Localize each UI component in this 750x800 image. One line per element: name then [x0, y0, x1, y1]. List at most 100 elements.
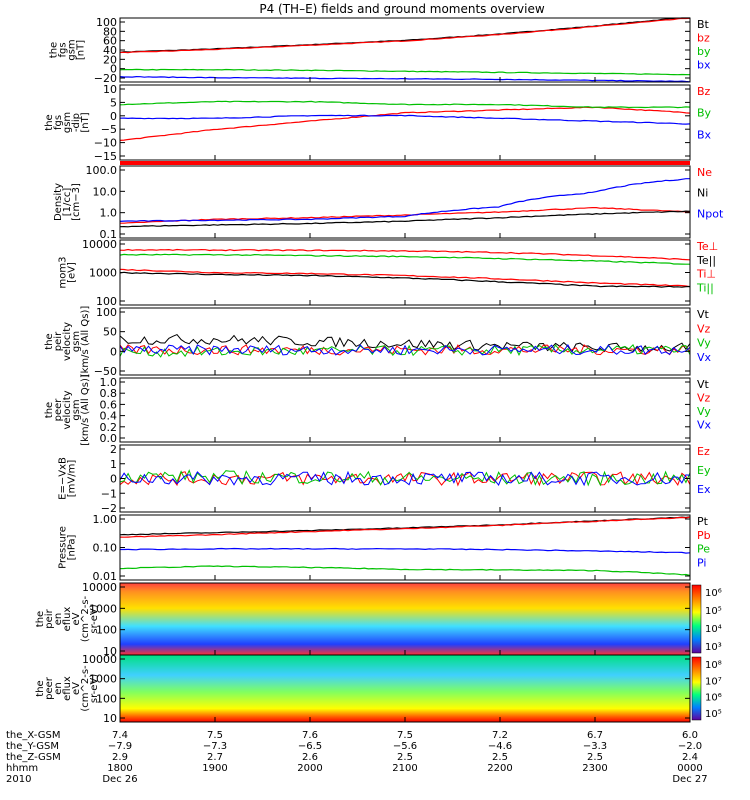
- y-tick-label: 0.4: [100, 410, 118, 423]
- x-tick-label: 2.6: [302, 752, 318, 763]
- series-Te||-line: [119, 271, 691, 288]
- legend-Vt: Vt: [697, 308, 710, 321]
- y-axis-label-line: [eV]: [67, 262, 78, 283]
- y-axis-label-line: [cm−3]: [71, 183, 82, 221]
- x-tick-label: 6.0: [682, 730, 698, 741]
- y-tick-label: 100: [96, 692, 117, 705]
- plot-area: [120, 378, 690, 442]
- plot-area: [120, 445, 690, 512]
- series-Pe-line: [119, 565, 691, 576]
- panel-7: 2 1 0−1 −2 E=−VxB[mV/m] Ez Ey Ex: [58, 443, 711, 515]
- y-tick-label: 0.1: [100, 228, 118, 241]
- legend-Pt: Pt: [697, 515, 709, 528]
- series-Bx-line: [119, 114, 691, 125]
- legend-Ti⊥: Ti⊥: [696, 268, 716, 281]
- y-axis-label-line: E=−VxB: [58, 457, 69, 500]
- legend-Te⊥: Te⊥: [696, 240, 718, 253]
- y-axis-label-line: [1/cc]: [62, 188, 73, 217]
- x-tick-label: 1900: [202, 763, 227, 774]
- y-axis-label-line: gsm: [71, 331, 82, 352]
- y-tick-label: 0: [110, 63, 117, 76]
- x-row-label: the_X-GSM: [6, 730, 60, 741]
- x-tick-label: 2.9: [112, 752, 128, 763]
- spectrogram: [120, 655, 690, 722]
- series-Te⊥-line: [119, 268, 691, 288]
- flag-bar: [120, 161, 690, 165]
- y-axis-label: thepeervelocitygsm[km/s (All Qs)]: [44, 374, 91, 446]
- panel-9: 10⁶10⁵10⁴10³10000100010010thepeireneflux…: [35, 581, 722, 658]
- x-tick-label: 2.7: [207, 752, 223, 763]
- y-tick-label: 20: [103, 53, 117, 66]
- y-tick-label: 0: [110, 473, 117, 486]
- y-tick-label: 40: [103, 44, 117, 57]
- legend-Pe: Pe: [697, 543, 710, 556]
- y-tick-label: 1: [110, 458, 117, 471]
- y-tick-label: −5: [101, 123, 117, 136]
- series-Ex-line: [119, 470, 691, 487]
- y-axis-label-line: eflux: [62, 607, 73, 632]
- y-axis-label: Density[1/cc][cm−3]: [53, 183, 82, 221]
- legend-by: by: [697, 45, 711, 58]
- x-tick-label: 2.5: [492, 752, 508, 763]
- legend-Ne: Ne: [697, 166, 712, 179]
- legend-Vy: Vy: [697, 405, 711, 418]
- y-axis-label: Pressure[nPa]: [58, 526, 78, 569]
- y-tick-label: 100.0: [86, 164, 118, 177]
- legend-Ni: Ni: [697, 187, 708, 200]
- y-axis-label-line: Density: [53, 183, 64, 221]
- y-tick-label: −20: [94, 72, 117, 85]
- y-axis-label-line: sr-eV): [89, 604, 100, 633]
- y-axis-label-line: peir: [44, 608, 55, 628]
- x-tick-label: 2100: [392, 763, 417, 774]
- y-tick-label: −10: [94, 137, 117, 150]
- y-tick-label: 0: [110, 345, 117, 358]
- y-axis-label-line: en: [53, 613, 64, 626]
- y-tick-label: 0.6: [100, 398, 118, 411]
- series-Vx-line: [119, 343, 691, 356]
- legend-Npot: Npot: [697, 207, 724, 220]
- y-axis-label-line: mom3: [58, 257, 69, 289]
- series-Ti||-line: [119, 253, 690, 265]
- y-axis-label-line: [km/s (All Qs)]: [80, 306, 91, 378]
- x-tick-label: 0000: [677, 763, 702, 774]
- series-Pb-line: [119, 516, 691, 538]
- plot-area: [120, 85, 690, 160]
- y-axis-label-line: en: [53, 682, 64, 695]
- x-tick-label: −4.6: [488, 741, 512, 752]
- y-tick-label: 0.01: [93, 570, 118, 583]
- series-Vt-line: [119, 333, 691, 353]
- y-tick-label: 10000: [82, 238, 117, 251]
- y-axis-label: thepeirvelocitygsm[km/s (All Qs)]: [44, 306, 91, 378]
- y-axis-label-line: gsm: [71, 399, 82, 420]
- legend-Ti||: Ti||: [696, 281, 714, 294]
- y-axis-label-line: peir: [53, 331, 64, 351]
- legend-Ez: Ez: [697, 445, 710, 458]
- y-axis-label-line: the: [49, 42, 60, 58]
- legend-By: By: [697, 107, 712, 120]
- y-axis-label-line: [mV/m]: [67, 460, 78, 498]
- x-row-label: the_Z-GSM: [6, 752, 61, 763]
- y-axis-label-line: [nPa]: [67, 534, 78, 560]
- plot-area: [120, 308, 690, 375]
- y-axis-label-line: peer: [53, 398, 64, 422]
- x-tick-label: 7.5: [207, 730, 223, 741]
- y-axis-label-line: (cm^2-s-: [80, 665, 91, 712]
- x-tick-label: −2.0: [678, 741, 702, 752]
- series-Ti⊥-line: [119, 248, 691, 261]
- series-bz-line: [119, 17, 691, 54]
- y-tick-label: 1000: [89, 267, 117, 280]
- x-tick-label: −7.9: [108, 741, 132, 752]
- panel-10: 10⁸10⁷10⁶10⁵10000100010010thepeereneflux…: [35, 653, 722, 725]
- y-axis-label-line: the: [35, 680, 46, 696]
- y-axis-label-line: [km/s (All Qs)]: [80, 374, 91, 446]
- y-axis-label-line: eflux: [62, 676, 73, 701]
- legend-Bz: Bz: [697, 85, 711, 98]
- y-tick-label: 5: [110, 96, 117, 109]
- x-tick-label: 2.4: [682, 752, 698, 763]
- y-tick-label: 60: [103, 35, 117, 48]
- legend-Ey: Ey: [697, 464, 711, 477]
- x-tick-label: −3.3: [583, 741, 607, 752]
- y-axis-label-line: velocity: [62, 322, 73, 361]
